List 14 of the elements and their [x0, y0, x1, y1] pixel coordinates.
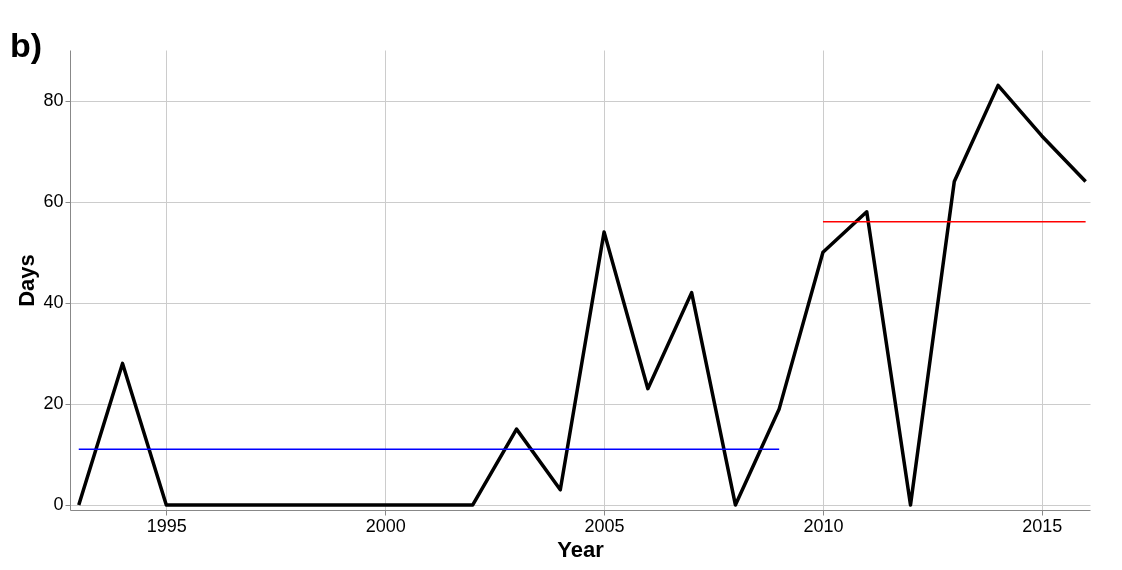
y-tick-label: 40 — [43, 292, 64, 313]
x-tick-label: 2015 — [1022, 515, 1063, 536]
x-tick-label: 2005 — [584, 515, 625, 536]
y-tick-label: 60 — [43, 191, 64, 212]
line-series — [77, 83, 1088, 507]
text: b) — [10, 26, 43, 64]
y-tick-label: 20 — [43, 393, 64, 414]
x-axis-title: Year — [557, 536, 605, 562]
x-tick-label: 2000 — [365, 515, 406, 536]
x-tick-label: 1995 — [146, 515, 187, 536]
y-axis-title: Days — [14, 254, 40, 307]
y-tick-label: 80 — [43, 90, 64, 111]
x-tick-label: 2010 — [803, 515, 844, 536]
y-tick-label: 0 — [53, 494, 64, 515]
